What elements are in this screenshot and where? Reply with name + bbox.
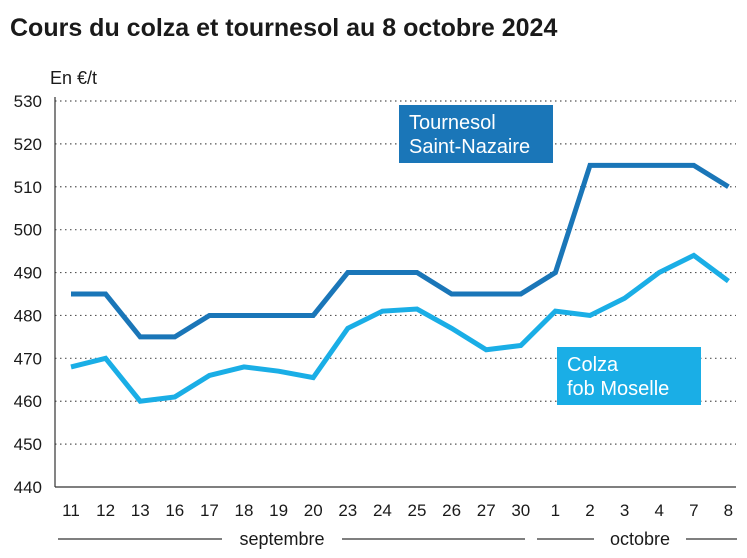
y-tick-label: 440	[14, 478, 42, 497]
x-tick-label: 24	[373, 501, 392, 520]
y-tick-label: 500	[14, 221, 42, 240]
x-tick-label: 3	[620, 501, 629, 520]
x-tick-label: 1	[551, 501, 560, 520]
tournesol-line	[71, 162, 730, 340]
legend-box-colza	[557, 347, 701, 405]
x-tick-label: 16	[165, 501, 184, 520]
x-tick-label: 26	[442, 501, 461, 520]
colza-line	[70, 252, 730, 404]
month-label: septembre	[239, 529, 324, 549]
x-tick-label: 12	[96, 501, 115, 520]
legend-box-tournesol	[399, 105, 553, 163]
x-tick-label: 25	[408, 501, 427, 520]
x-tick-label: 19	[269, 501, 288, 520]
legend-label: Tournesol	[409, 112, 496, 134]
legend-label: Saint-Nazaire	[409, 136, 530, 158]
x-tick-label: 7	[689, 501, 698, 520]
y-axis-unit-label: En €/t	[50, 68, 98, 88]
chart-title: Cours du colza et tournesol au 8 octobre…	[10, 14, 558, 42]
y-tick-label: 520	[14, 135, 42, 154]
x-tick-label: 20	[304, 501, 323, 520]
month-label: octobre	[610, 529, 670, 549]
x-tick-label: 11	[62, 501, 80, 520]
y-tick-label: 490	[14, 264, 42, 283]
x-tick-label: 23	[338, 501, 357, 520]
x-tick-label: 18	[235, 501, 254, 520]
x-tick-label: 8	[724, 501, 733, 520]
x-tick-label: 27	[477, 501, 496, 520]
x-tick-label: 13	[131, 501, 150, 520]
legend-label: fob Moselle	[567, 378, 669, 400]
y-tick-label: 510	[14, 178, 42, 197]
x-tick-label: 30	[511, 501, 530, 520]
x-tick-label: 4	[654, 501, 663, 520]
y-tick-label: 460	[14, 392, 42, 411]
x-tick-label: 2	[585, 501, 594, 520]
x-tick-label: 17	[200, 501, 219, 520]
y-tick-label: 450	[14, 435, 42, 454]
y-tick-label: 530	[14, 92, 42, 111]
y-tick-label: 480	[14, 306, 42, 325]
legend-label: Colza	[567, 354, 619, 376]
y-tick-label: 470	[14, 349, 42, 368]
